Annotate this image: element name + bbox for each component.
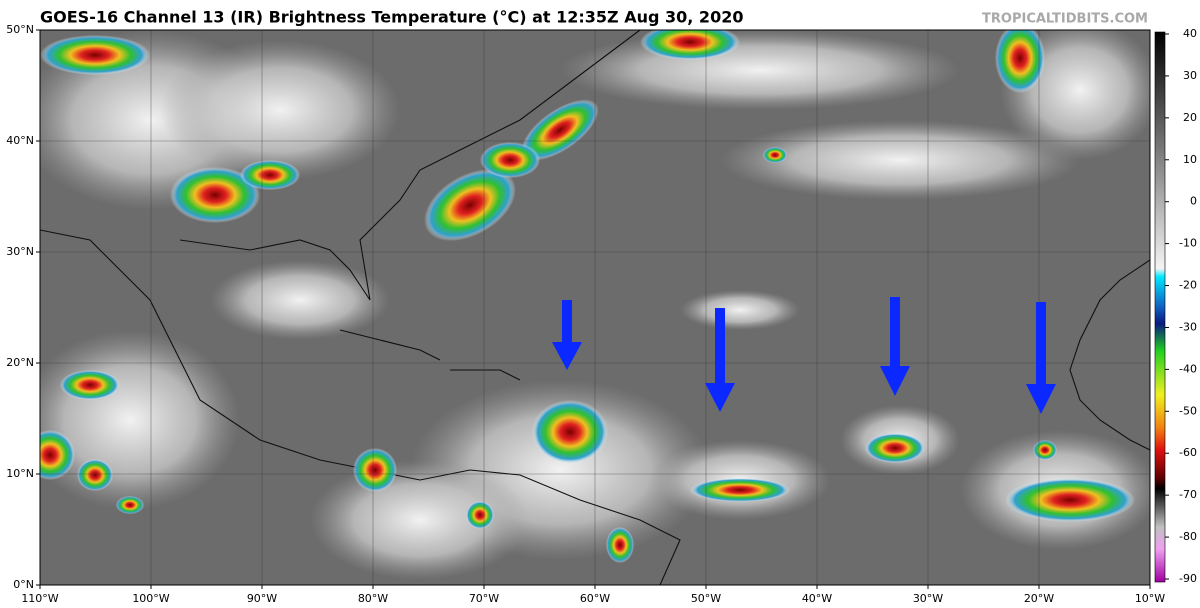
arrow bbox=[552, 300, 582, 370]
lon-tick-label: 100°W bbox=[132, 592, 169, 605]
colorbar-label: -60 bbox=[1179, 446, 1197, 459]
colorbar-label: 10 bbox=[1183, 153, 1197, 166]
arrow bbox=[1026, 302, 1056, 414]
arrow bbox=[705, 308, 735, 412]
lat-tick-label: 10°N bbox=[6, 467, 34, 480]
lat-tick-label: 30°N bbox=[6, 245, 34, 258]
colorbar-label: 20 bbox=[1183, 111, 1197, 124]
lon-tick-label: 20°W bbox=[1024, 592, 1054, 605]
colorbar-label: -80 bbox=[1179, 530, 1197, 543]
lat-tick-label: 40°N bbox=[6, 134, 34, 147]
lon-tick-label: 80°W bbox=[358, 592, 388, 605]
lon-tick-label: 60°W bbox=[580, 592, 610, 605]
colorbar-label: 40 bbox=[1183, 27, 1197, 40]
lat-tick-label: 20°N bbox=[6, 356, 34, 369]
lon-tick-label: 10°W bbox=[1135, 592, 1165, 605]
colorbar bbox=[1154, 31, 1166, 583]
colorbar-label: -90 bbox=[1179, 572, 1197, 585]
lon-tick-label: 70°W bbox=[469, 592, 499, 605]
colorbar-label: 30 bbox=[1183, 69, 1197, 82]
colorbar-label: -10 bbox=[1179, 237, 1197, 250]
arrow bbox=[880, 297, 910, 396]
colorbar-label: -30 bbox=[1179, 320, 1197, 333]
lat-tick-label: 0°N bbox=[13, 578, 34, 591]
colorbar-label: 0 bbox=[1190, 195, 1197, 208]
arrows bbox=[552, 297, 1056, 414]
colorbar-label: -50 bbox=[1179, 404, 1197, 417]
colorbar-label: -40 bbox=[1179, 362, 1197, 375]
lon-tick-label: 40°W bbox=[802, 592, 832, 605]
lon-tick-label: 30°W bbox=[913, 592, 943, 605]
colorbar-label: -20 bbox=[1179, 279, 1197, 292]
lon-tick-label: 50°W bbox=[691, 592, 721, 605]
map-area bbox=[40, 30, 1150, 585]
colorbar-label: -70 bbox=[1179, 488, 1197, 501]
title: GOES-16 Channel 13 (IR) Brightness Tempe… bbox=[40, 8, 743, 27]
lon-tick-label: 110°W bbox=[21, 592, 58, 605]
site-label: TROPICALTIDBITS.COM bbox=[982, 12, 1148, 27]
lat-tick-label: 50°N bbox=[6, 23, 34, 36]
lon-tick-label: 90°W bbox=[247, 592, 277, 605]
